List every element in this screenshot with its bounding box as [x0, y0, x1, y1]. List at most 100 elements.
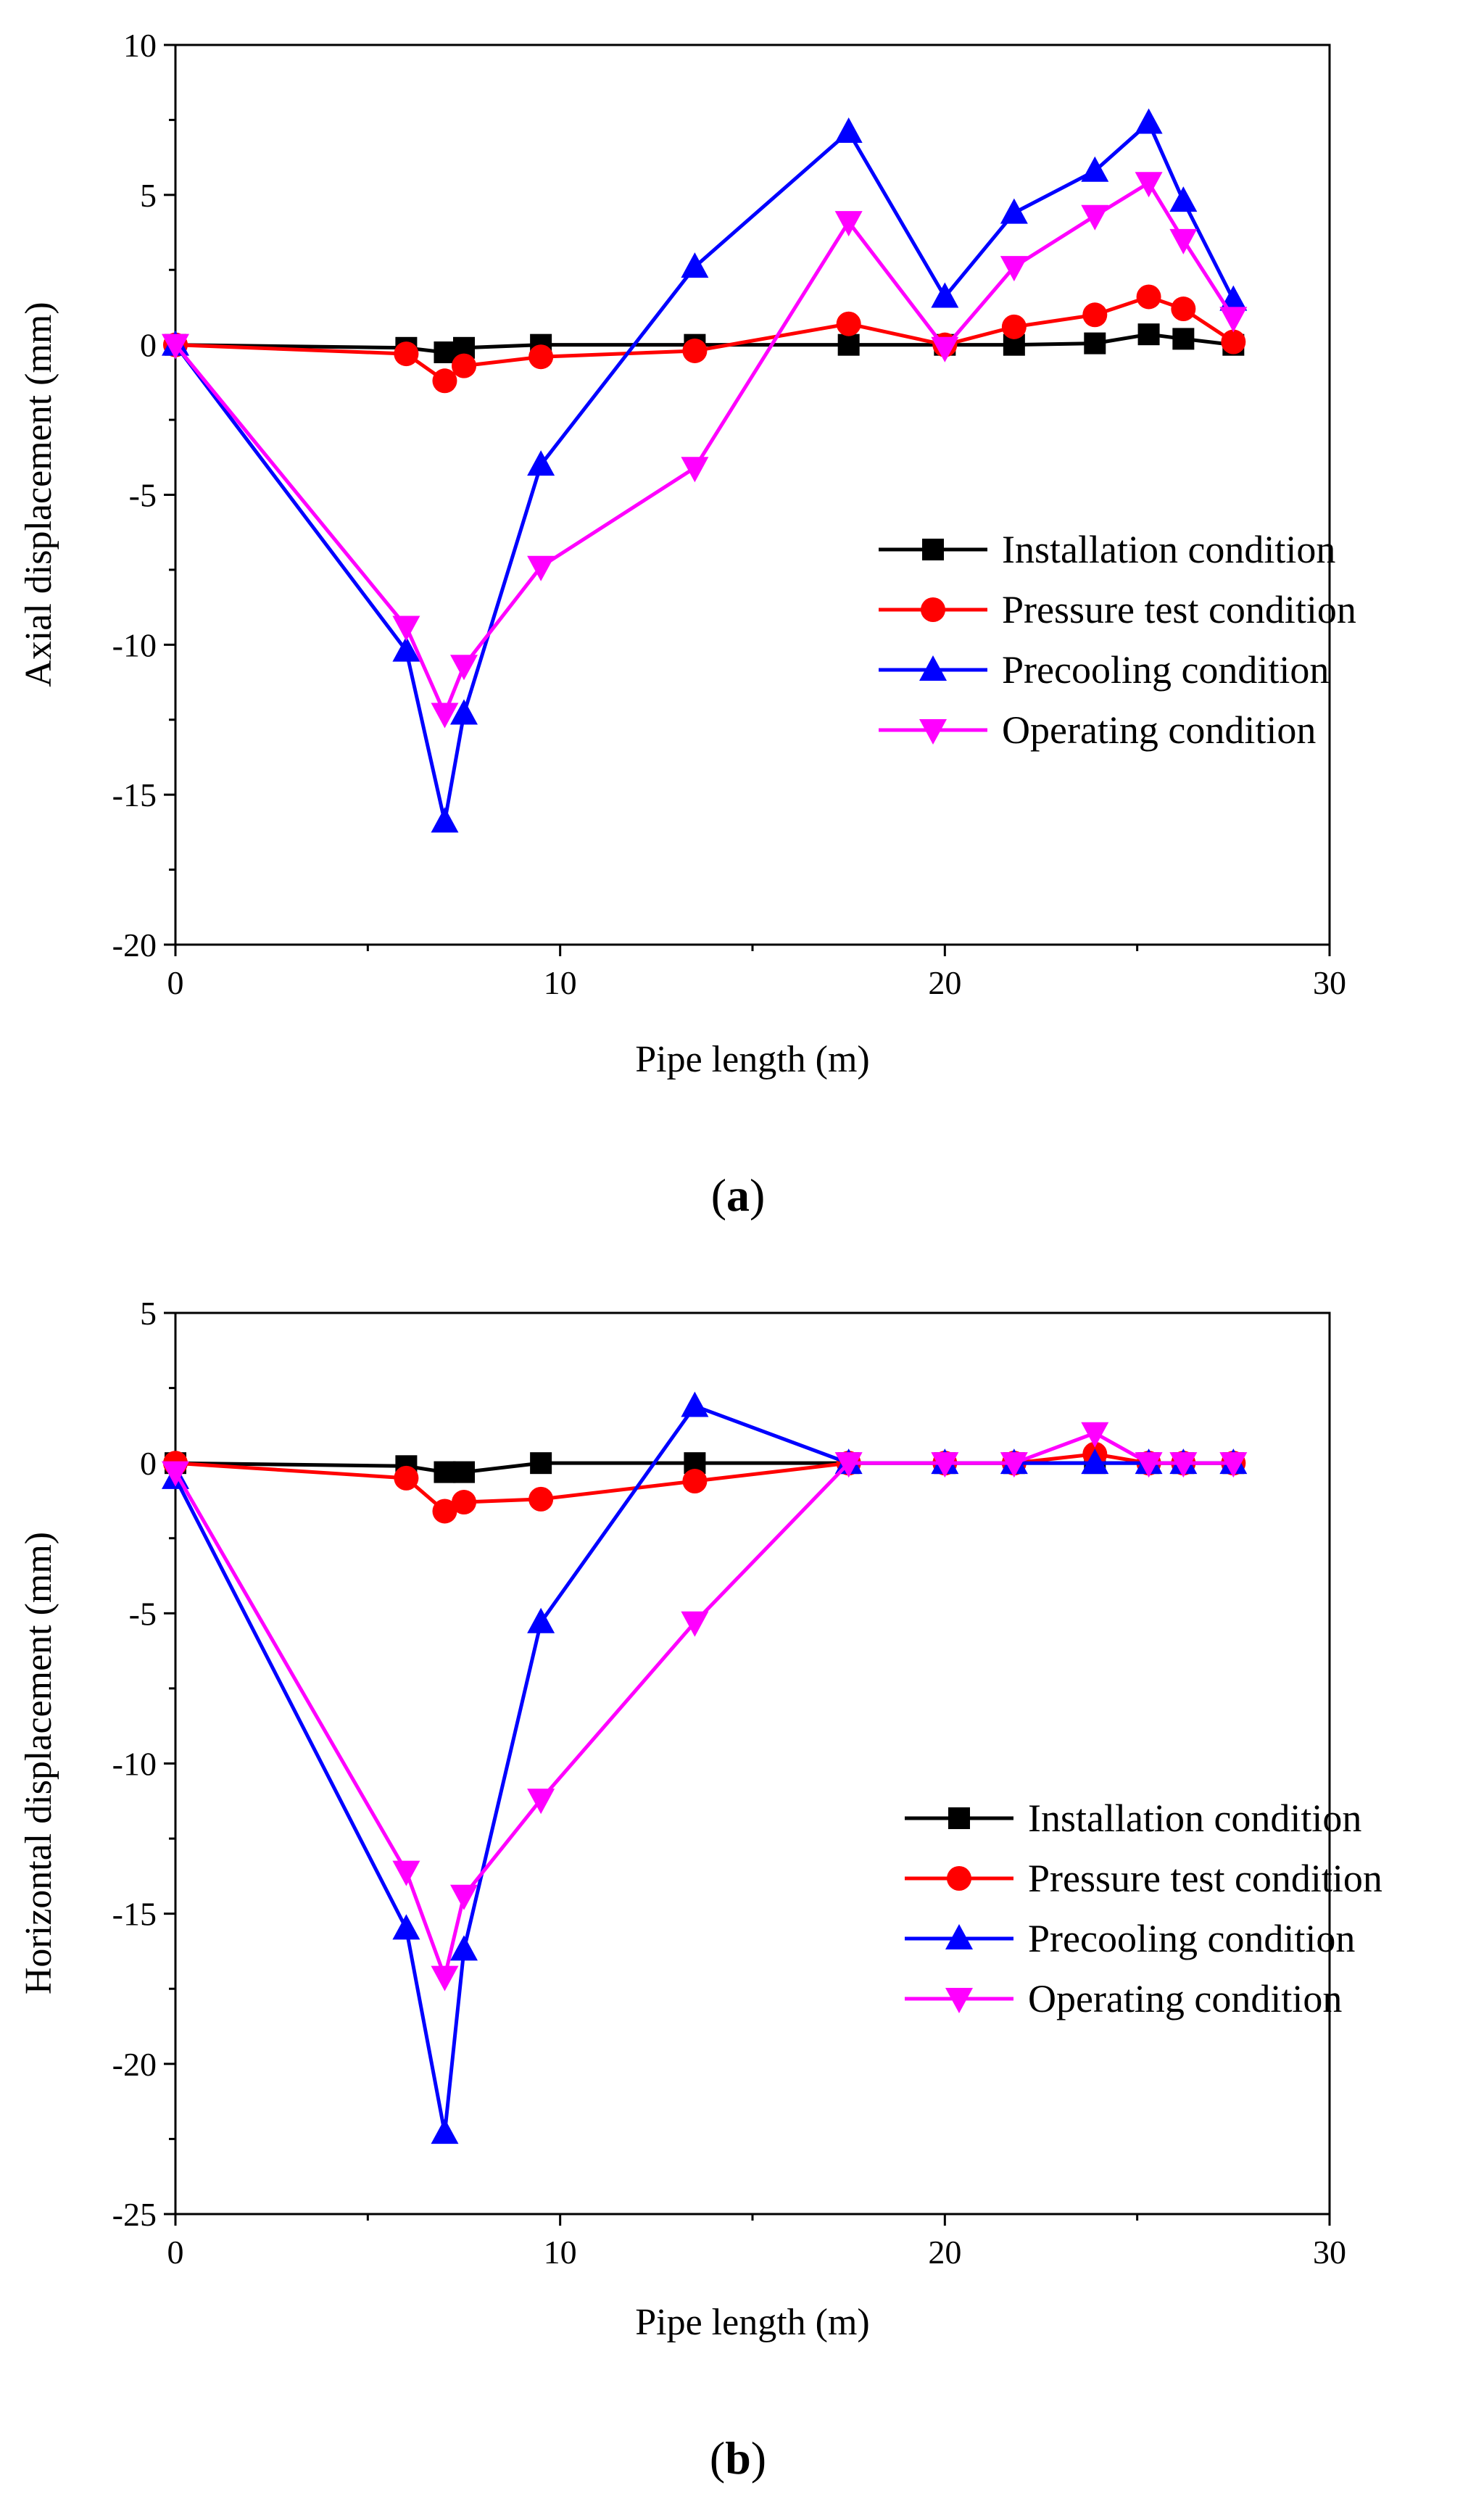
data-point-operating-condition: [1169, 1452, 1198, 1478]
x-tick-label: 30: [1313, 964, 1346, 1001]
data-point-operating-condition: [1135, 172, 1163, 198]
y-tick-label: 5: [140, 1295, 157, 1332]
data-point-precooling-condition: [1081, 1448, 1109, 1475]
data-point-pressure-test-condition: [1136, 284, 1161, 310]
data-point-operating-condition: [1081, 1422, 1109, 1448]
y-tick-label: -20: [112, 927, 157, 963]
data-point-operating-condition: [1000, 1452, 1028, 1478]
legend-a: Installation condition Pressure test cond…: [879, 528, 1356, 752]
data-point-precooling-condition: [1219, 285, 1248, 311]
data-point-pressure-test-condition: [452, 353, 476, 378]
data-point-precooling-condition: [392, 1914, 420, 1940]
panel-label-a-letter: a: [726, 1169, 750, 1221]
data-point-precooling-condition: [450, 1935, 478, 1961]
data-point-pressure-test-condition: [1082, 302, 1108, 328]
panel-label-b-close: ): [751, 2432, 766, 2484]
data-point-operating-condition: [834, 1452, 863, 1478]
y-tick-label: 0: [140, 327, 157, 364]
y-tick-label: -15: [112, 1896, 157, 1933]
series-group-a: [162, 108, 1248, 833]
panel-label-a-open: (: [711, 1169, 726, 1221]
x-axis-label-a: Pipe length (m): [635, 1039, 870, 1080]
y-axis-label-b: Horizontal displacement (mm): [18, 1532, 59, 1994]
plot-frame-b: [174, 1311, 1331, 2216]
x-tick-label: 10: [544, 2234, 577, 2271]
data-point-installation-condition: [434, 341, 456, 364]
x-tick-label: 0: [167, 964, 184, 1001]
data-point-installation-condition: [530, 1452, 552, 1475]
legend-marker-operating-condition: [919, 719, 947, 745]
data-point-precooling-condition: [1000, 198, 1028, 224]
data-point-operating-condition: [931, 336, 959, 362]
series-group-b: [162, 1391, 1248, 2144]
legend-marker-precooling-condition: [919, 655, 947, 681]
legend-label-pressure-test-condition: Pressure test condition: [1028, 1857, 1382, 1900]
data-point-precooling-condition: [450, 699, 478, 725]
data-point-operating-condition: [1219, 307, 1248, 333]
data-point-operating-condition: [392, 1860, 420, 1886]
data-point-precooling-condition: [1135, 108, 1163, 134]
legend-label-installation-condition: Installation condition: [1002, 528, 1335, 571]
panel-label-b: (b): [710, 2432, 766, 2484]
y-tick-label: 5: [140, 177, 157, 214]
data-point-operating-condition: [1135, 1452, 1163, 1478]
legend-marker-installation-condition: [922, 539, 944, 560]
y-tick-label: -20: [112, 2046, 157, 2083]
y-tick-label: -25: [112, 2196, 157, 2233]
x-tick-label: 10: [544, 964, 577, 1001]
legend-marker-operating-condition: [945, 1988, 973, 2013]
data-point-precooling-condition: [431, 2118, 459, 2144]
data-point-operating-condition: [450, 655, 478, 681]
data-point-operating-condition: [527, 1789, 555, 1815]
legend-marker-installation-condition: [948, 1807, 970, 1829]
data-point-pressure-test-condition: [1221, 329, 1246, 355]
legend-label-pressure-test-condition: Pressure test condition: [1002, 588, 1356, 631]
data-point-precooling-condition: [1169, 186, 1198, 212]
data-point-pressure-test-condition: [528, 344, 554, 370]
data-point-operating-condition: [162, 1461, 189, 1487]
legend-marker-pressure-test-condition: [921, 597, 945, 622]
panel-label-a-close: ): [750, 1169, 765, 1221]
data-point-operating-condition: [162, 333, 189, 360]
panel-label-b-letter: b: [725, 2432, 751, 2484]
data-point-pressure-test-condition: [432, 368, 457, 394]
data-point-precooling-condition: [392, 636, 420, 662]
data-point-precooling-condition: [681, 1391, 709, 1417]
data-point-pressure-test-condition: [452, 1490, 476, 1515]
data-point-pressure-test-condition: [394, 341, 419, 367]
data-point-precooling-condition: [931, 282, 959, 308]
data-point-precooling-condition: [527, 1607, 555, 1633]
x-tick-label: 20: [928, 2234, 961, 2271]
legend-label-installation-condition: Installation condition: [1028, 1796, 1361, 1840]
data-point-precooling-condition: [834, 117, 863, 143]
data-point-operating-condition: [1081, 204, 1109, 231]
x-tick-label: 0: [167, 2234, 184, 2271]
data-point-pressure-test-condition: [394, 1465, 419, 1491]
legend-label-operating-condition: Operating condition: [1002, 708, 1316, 752]
data-point-precooling-condition: [681, 252, 709, 278]
x-tick-label: 30: [1313, 2234, 1346, 2271]
data-point-pressure-test-condition: [528, 1486, 554, 1512]
legend-b: Installation condition Pressure test cond…: [905, 1796, 1382, 2020]
data-point-operating-condition: [681, 1611, 709, 1637]
data-point-installation-condition: [1084, 332, 1106, 355]
data-point-operating-condition: [450, 1884, 478, 1910]
legend-marker-precooling-condition: [945, 1924, 973, 1949]
chart-a: 0 10 20 30 -20 -15 -10 -5 0 5 10 Pipe length (m) A…: [18, 27, 1356, 1221]
data-point-pressure-test-condition: [432, 1499, 457, 1524]
y-tick-label: -5: [129, 1595, 157, 1632]
data-point-installation-condition: [434, 1461, 456, 1483]
legend-label-operating-condition: Operating condition: [1028, 1977, 1342, 2020]
y-tick-label: -15: [112, 776, 157, 813]
legend-marker-pressure-test-condition: [947, 1866, 971, 1891]
y-tick-label: -10: [112, 626, 157, 663]
data-point-operating-condition: [527, 555, 555, 581]
series-line-operating-condition: [174, 181, 1235, 716]
data-point-installation-condition: [453, 1461, 475, 1483]
x-axis-label-b: Pipe length (m): [635, 2302, 870, 2343]
y-tick-label: -5: [129, 477, 157, 514]
axis-ticks-a: 0 10 20 30 -20 -15 -10 -5 0 5 10: [112, 27, 1346, 1001]
data-point-operating-condition: [1219, 1452, 1248, 1478]
data-point-operating-condition: [834, 211, 863, 237]
